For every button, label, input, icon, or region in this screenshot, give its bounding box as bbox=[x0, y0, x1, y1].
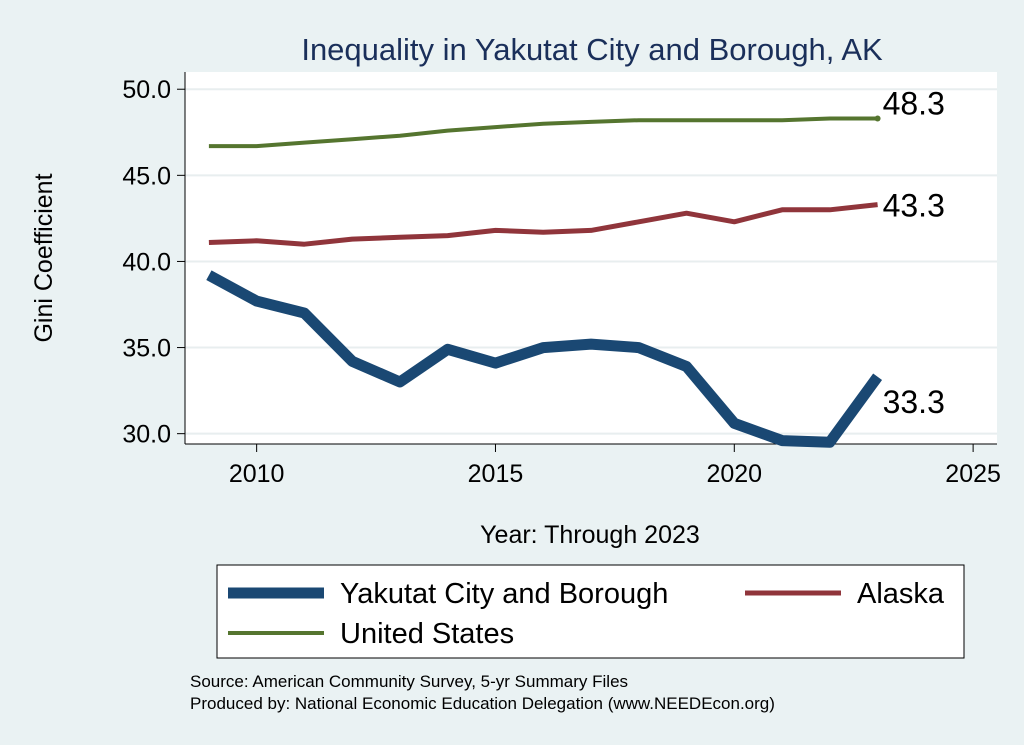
end-label: 48.3 bbox=[883, 86, 945, 122]
series-line-yakutat-city-and-borough bbox=[206, 270, 883, 448]
x-axis-title: Year: Through 2023 bbox=[480, 521, 700, 549]
y-tick-label: 40.0 bbox=[122, 248, 171, 276]
chart-title: Inequality in Yakutat City and Borough, … bbox=[301, 32, 883, 67]
y-tick-label: 35.0 bbox=[122, 335, 171, 363]
y-tick-label: 30.0 bbox=[122, 421, 171, 449]
end-label: 33.3 bbox=[883, 384, 945, 420]
source-note: Source: American Community Survey, 5-yr … bbox=[190, 672, 628, 691]
y-axis-ticks: 30.0 35.0 40.0 45.0 50.0 bbox=[122, 76, 185, 449]
end-labels: 33.3 43.3 48.3 bbox=[874, 86, 945, 420]
x-tick-label: 2020 bbox=[706, 460, 762, 488]
end-point-marker bbox=[874, 115, 881, 122]
y-axis-title: Gini Coefficient bbox=[30, 173, 58, 342]
x-tick-label: 2015 bbox=[468, 460, 524, 488]
legend-label: United States bbox=[340, 618, 514, 650]
series-line-alaska bbox=[208, 202, 878, 247]
produced-by-note: Produced by: National Economic Education… bbox=[190, 694, 775, 713]
legend-label: Yakutat City and Borough bbox=[340, 578, 668, 610]
series-line-united-states bbox=[208, 116, 878, 149]
x-tick-label: 2025 bbox=[945, 460, 1001, 488]
x-axis-ticks: 2010 2015 2020 2025 bbox=[229, 444, 1001, 488]
y-tick-label: 45.0 bbox=[122, 162, 171, 190]
legend-box bbox=[216, 564, 965, 659]
series-lines bbox=[206, 116, 883, 448]
end-label: 43.3 bbox=[883, 188, 945, 224]
legend-label: Alaska bbox=[857, 578, 945, 610]
plot-area bbox=[185, 72, 997, 444]
y-tick-label: 50.0 bbox=[122, 76, 171, 104]
legend: Yakutat City and Borough Alaska United Sta… bbox=[228, 578, 945, 650]
x-tick-label: 2010 bbox=[229, 460, 285, 488]
